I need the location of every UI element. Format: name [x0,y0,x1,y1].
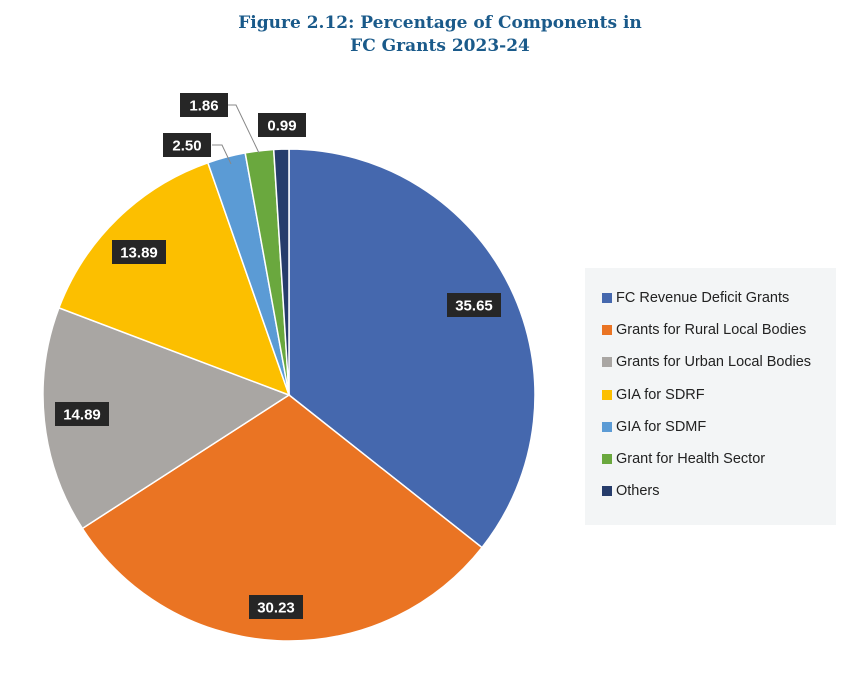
legend-label: Grants for Rural Local Bodies [616,322,807,339]
legend-label: GIA for SDRF [616,386,705,403]
data-label-3: 13.89 [112,240,166,264]
pie-slice-0 [288,148,536,549]
data-label-2: 14.89 [55,402,109,426]
legend-label: Others [616,483,660,500]
legend-item: Grant for Health Sector [602,449,765,469]
data-label-box [249,595,303,619]
data-label-box [112,240,166,264]
legend-swatch [602,486,612,497]
leader-line-5 [228,104,260,154]
legend-item: GIA for SDMF [602,417,706,437]
data-label-text: 2.50 [172,138,201,155]
legend-label: GIA for SDMF [616,418,707,435]
data-label-5: 1.86 [180,93,228,117]
data-label-0: 35.65 [447,293,501,317]
data-label-1: 30.23 [249,595,303,619]
data-label-box [180,93,228,117]
data-label-text: 13.89 [120,245,158,262]
legend-swatch [602,293,612,303]
chart-title-line1: Figure 2.12: Percentage of Components in [238,13,642,33]
data-label-box [258,113,306,137]
pie-slice-3 [57,161,291,397]
data-label-box [447,293,501,317]
legend-item: GIA for SDRF [602,385,705,405]
legend-item: Grants for Urban Local Bodies [602,352,811,372]
legend-swatch [602,357,612,368]
data-label-box [55,402,109,426]
data-label-6: 0.99 [258,113,306,137]
pie-slice-1 [81,394,484,642]
legend-label: FC Revenue Deficit Grants [616,290,790,306]
legend-swatch [602,389,612,400]
chart-title: Figure 2.12: Percentage of Components in… [0,12,863,58]
data-label-4: 2.50 [163,133,211,157]
legend: FC Revenue Deficit Grants Grants for Rura… [585,268,836,525]
legend-swatch [602,325,612,336]
legend-label: Grant for Health Sector [616,451,766,467]
data-label-text: 35.65 [455,298,493,315]
pie-slice-6 [272,148,290,396]
legend-item: Others [602,481,660,501]
legend-item: FC Revenue Deficit Grants [602,288,789,308]
data-label-box [163,133,211,157]
legend-swatch [602,421,612,432]
data-label-text: 30.23 [257,600,295,617]
legend-item: Grants for Rural Local Bodies [602,320,806,340]
leader-line-4 [212,144,232,165]
data-label-text: 14.89 [63,407,101,424]
legend-label: Grants for Urban Local Bodies [616,354,812,371]
data-label-text: 1.86 [189,98,218,115]
pie-slice-2 [42,306,291,530]
chart-title-line2: FC Grants 2023-24 [350,36,530,56]
data-label-text: 0.99 [267,118,296,135]
legend-swatch [602,454,612,464]
